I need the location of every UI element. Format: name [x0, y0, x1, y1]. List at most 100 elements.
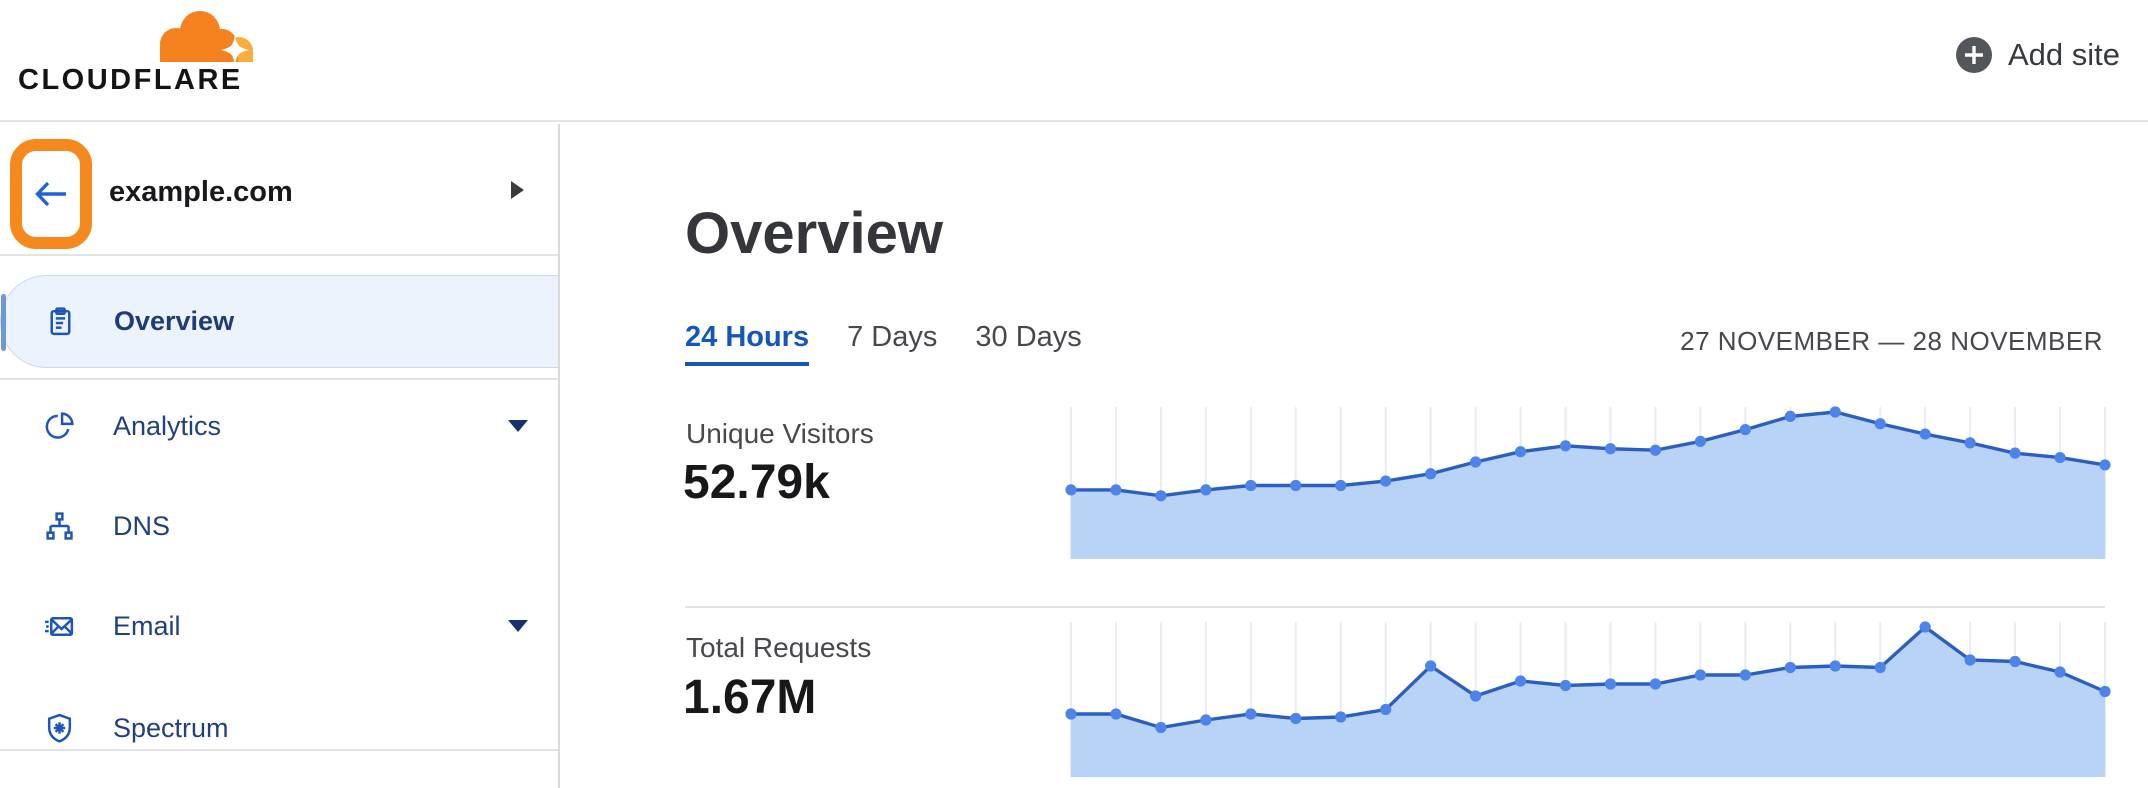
chart-point — [1110, 708, 1122, 720]
chart-point — [2099, 685, 2111, 698]
chart-point — [1335, 711, 1347, 723]
pie-chart-icon — [45, 411, 74, 439]
chart-point — [1739, 424, 1751, 436]
chart-point — [1380, 475, 1392, 487]
chart-point — [1964, 654, 1976, 666]
chart-point — [1155, 721, 1167, 734]
chart-point — [1200, 484, 1212, 496]
chart-point — [1694, 669, 1706, 681]
chart-point — [1514, 446, 1527, 458]
sidebar-divider — [0, 749, 558, 751]
network-icon — [46, 511, 73, 540]
chart-point — [1065, 484, 1077, 496]
add-site-label: Add site — [2007, 37, 2120, 72]
cloudflare-cloud-icon — [160, 11, 253, 62]
chart-point — [1559, 440, 1572, 452]
sidebar-item-dns[interactable]: DNS — [0, 486, 558, 566]
chart-point — [1290, 479, 1302, 492]
chart-point — [1559, 679, 1572, 692]
topbar: CLOUDFLARE Add site — [0, 0, 2148, 122]
chart-point — [1425, 468, 1437, 480]
chart-point — [1200, 714, 1212, 726]
sidebar-item-overview[interactable]: Overview — [0, 275, 558, 368]
unique-visitors-chart[interactable] — [1065, 406, 2111, 559]
sidebar-item-label: DNS — [113, 510, 171, 541]
sidebar-item-label: Analytics — [113, 410, 222, 441]
chart-point — [1964, 437, 1976, 449]
chart-point — [1065, 708, 1077, 720]
chart-point — [1649, 678, 1662, 690]
tab-24-hours[interactable]: 24 Hours — [685, 321, 810, 366]
chart-point — [1784, 661, 1796, 674]
chart-point — [1919, 621, 1931, 633]
selected-item-accent — [1, 294, 6, 351]
site-name: example.com — [109, 176, 293, 208]
chart-point — [1874, 418, 1886, 430]
chart-point — [1784, 410, 1796, 423]
chart-point — [1380, 703, 1392, 716]
chart-point — [1155, 490, 1167, 502]
chart-point — [1604, 443, 1617, 455]
tab-7-days[interactable]: 7 Days — [847, 321, 938, 353]
sidebar-item-analytics[interactable]: Analytics — [0, 386, 558, 466]
clipboard-icon — [50, 307, 71, 336]
shield-icon — [47, 713, 72, 743]
chart-point — [1874, 661, 1886, 674]
metrics-divider — [685, 606, 2105, 608]
chart-line — [1071, 624, 2106, 730]
sidebar-item-email[interactable]: Email — [0, 586, 558, 666]
caret-down-icon — [508, 420, 528, 432]
sidebar-item-label: Email — [113, 610, 181, 641]
sidebar: example.com Overview Analytics DNS Email Spe… — [0, 124, 560, 788]
chart-point — [1425, 660, 1437, 672]
sidebar-item-label: Spectrum — [113, 712, 229, 743]
chart-point — [1335, 479, 1347, 492]
chart-point — [1110, 484, 1122, 496]
chart-point — [1470, 456, 1482, 468]
chart-point — [1649, 444, 1662, 456]
date-range-label: 27 NOVEMBER — 28 NOVEMBER — [1680, 326, 2103, 356]
page-title: Overview — [685, 201, 943, 266]
total-requests-chart[interactable] — [1065, 621, 2111, 777]
chart-line — [1071, 410, 2106, 498]
chart-area-fill — [1071, 627, 2105, 777]
caret-down-icon — [508, 620, 528, 632]
envelope-icon — [45, 616, 74, 636]
time-range-tabs: 24 Hours 7 Days 30 Days — [685, 321, 1082, 366]
chart-point — [1739, 669, 1751, 681]
chart-point — [1245, 708, 1257, 720]
metric-value-total-requests: 1.67M — [683, 671, 817, 724]
metric-label-total-requests: Total Requests — [686, 632, 872, 663]
sidebar-divider — [0, 378, 558, 380]
cloudflare-logo[interactable]: CLOUDFLARE — [18, 6, 268, 97]
back-button[interactable] — [29, 172, 73, 216]
metric-value-unique-visitors: 52.79k — [683, 456, 830, 509]
cloudflare-wordmark: CLOUDFLARE — [18, 64, 243, 96]
chart-point — [1604, 678, 1617, 690]
chart-point — [2054, 451, 2066, 464]
caret-right-icon[interactable] — [511, 181, 524, 199]
add-site-button[interactable]: Add site — [1955, 36, 2120, 74]
chart-point — [1245, 479, 1257, 492]
plus-circle-icon — [1955, 37, 1992, 73]
chart-point — [1694, 435, 1706, 447]
chart-point — [1829, 660, 1841, 672]
tab-30-days[interactable]: 30 Days — [975, 321, 1082, 353]
metric-label-unique-visitors: Unique Visitors — [686, 418, 874, 449]
chart-point — [2054, 666, 2066, 678]
chart-point — [1829, 406, 1841, 418]
chart-point — [2009, 447, 2021, 459]
chart-point — [1290, 712, 1302, 725]
chart-point — [1919, 428, 1931, 440]
arrow-left-icon — [35, 181, 66, 207]
chart-point — [2009, 655, 2021, 668]
chart-area-fill — [1071, 412, 2105, 559]
chart-point — [1470, 690, 1482, 702]
sidebar-item-label: Overview — [114, 306, 235, 336]
chart-point — [1514, 675, 1527, 687]
back-button-highlight — [10, 139, 92, 249]
main-content: Overview 24 Hours 7 Days 30 Days 27 NOVEMB… — [562, 124, 2148, 788]
site-switcher: example.com — [0, 124, 558, 256]
sidebar-item-spectrum[interactable]: Spectrum — [0, 688, 558, 768]
